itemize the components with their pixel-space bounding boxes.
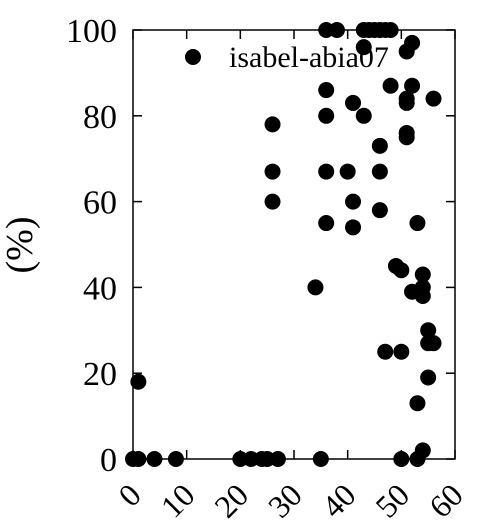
data-point (146, 451, 163, 467)
x-tick-label: 10 (154, 476, 202, 521)
data-point (393, 262, 410, 279)
data-point (409, 395, 426, 412)
data-point (318, 107, 335, 124)
data-point (269, 451, 286, 467)
data-point (414, 442, 431, 459)
data-point (398, 90, 415, 107)
data-point (404, 77, 421, 94)
legend: isabel-abia07 (185, 41, 389, 74)
y-tick-label: 100 (66, 13, 117, 50)
data-point (377, 343, 394, 360)
legend-label: isabel-abia07 (229, 41, 389, 74)
data-point (398, 124, 415, 141)
data-point (264, 193, 281, 210)
x-tick-label: 60 (422, 476, 470, 521)
data-point (420, 322, 437, 339)
data-point (355, 107, 372, 124)
data-point (130, 451, 147, 467)
data-point (318, 163, 335, 180)
data-point (345, 219, 362, 236)
x-tick-label: 40 (315, 476, 363, 521)
data-point (420, 369, 437, 386)
data-point (318, 215, 335, 232)
data-points (125, 22, 442, 467)
y-tick-label: 60 (83, 185, 117, 222)
data-point (328, 22, 345, 38)
y-tick-label: 80 (83, 99, 117, 136)
data-point (264, 163, 281, 180)
data-point (393, 343, 410, 360)
data-point (345, 94, 362, 111)
data-point (264, 116, 281, 133)
data-point (339, 163, 356, 180)
data-point (355, 39, 372, 56)
data-point (345, 193, 362, 210)
y-tick-label: 40 (83, 270, 117, 307)
data-point (404, 34, 421, 51)
data-point (409, 215, 426, 232)
data-point (382, 77, 399, 94)
data-point (425, 335, 442, 352)
y-axis-label: (%) (0, 217, 41, 274)
y-tick-label: 0 (100, 442, 117, 479)
y-axis: 0 20 40 60 80 100 (66, 13, 455, 479)
legend-marker (185, 49, 201, 65)
data-point (393, 451, 410, 467)
data-point (382, 22, 399, 38)
data-point (307, 279, 324, 296)
data-point (318, 82, 335, 99)
data-point (167, 451, 184, 467)
data-point (425, 90, 442, 107)
data-point (371, 137, 388, 154)
y-tick-label: 20 (83, 356, 117, 393)
x-tick-label: 50 (368, 476, 416, 521)
data-point (371, 163, 388, 180)
data-point (371, 202, 388, 219)
x-tick-label: 20 (207, 476, 255, 521)
data-point (414, 266, 431, 283)
data-point (312, 451, 329, 467)
data-point (414, 279, 431, 296)
data-point (130, 373, 147, 390)
x-tick-label: 30 (261, 476, 309, 521)
x-tick-label: 0 (111, 476, 148, 513)
